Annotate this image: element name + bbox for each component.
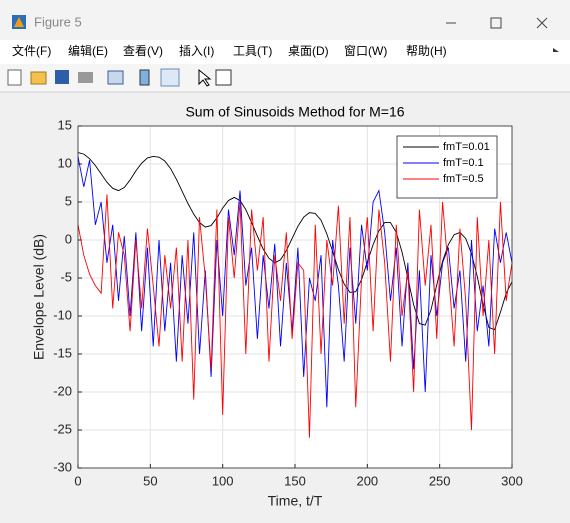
close-button[interactable] xyxy=(536,17,548,29)
tool-legend[interactable] xyxy=(160,68,180,87)
title-bar xyxy=(0,0,570,44)
menu-arrow xyxy=(553,48,559,52)
maximize-button[interactable] xyxy=(490,17,502,29)
y-tick-label: 10 xyxy=(58,155,72,170)
x-tick-label: 100 xyxy=(212,473,234,488)
y-tick-label: -15 xyxy=(53,345,72,360)
chart-title: Sum of Sinusoids Method for M=16 xyxy=(185,104,404,120)
legend-label: fmT=0.1 xyxy=(443,157,484,169)
y-tick-label: 0 xyxy=(65,231,72,246)
legend-box xyxy=(396,135,498,199)
y-axis-label: Envelope Level (dB) xyxy=(31,234,47,360)
y-tick-label: -10 xyxy=(53,307,72,322)
x-tick-label: 50 xyxy=(143,473,157,488)
app-icon-shape xyxy=(14,17,24,27)
menu-item[interactable]: 编辑(E) xyxy=(68,43,108,58)
axes-box xyxy=(77,125,513,469)
menu-item[interactable]: 窗口(W) xyxy=(344,44,387,58)
y-tick-label: -5 xyxy=(60,269,72,284)
tool-colorbar[interactable] xyxy=(139,69,150,86)
tool-new[interactable] xyxy=(7,69,22,86)
tool-print[interactable] xyxy=(78,72,93,83)
tool-pointer[interactable] xyxy=(198,68,212,87)
x-tick-label: 0 xyxy=(74,473,81,488)
y-tick-label: -25 xyxy=(53,421,72,436)
series-line xyxy=(77,156,513,408)
window-title: Figure 5 xyxy=(34,14,82,29)
tool-save[interactable] xyxy=(55,70,69,84)
y-tick-label: 5 xyxy=(65,193,72,208)
menu-item[interactable]: 帮助(H) xyxy=(406,44,447,58)
x-axis-label: Time, t/T xyxy=(268,493,323,509)
tool-open[interactable] xyxy=(30,71,47,85)
series-line xyxy=(77,194,513,438)
toolbar xyxy=(0,64,570,92)
menu-item[interactable]: 文件(F) xyxy=(12,43,51,58)
x-tick-label: 150 xyxy=(284,473,306,488)
y-tick-label: 15 xyxy=(58,117,72,132)
menu-item[interactable]: 工具(T) xyxy=(233,44,272,58)
menu-item[interactable]: 查看(V) xyxy=(123,44,163,58)
menu-item[interactable]: 插入(I) xyxy=(179,44,214,58)
y-tick-label: -30 xyxy=(53,459,72,474)
x-tick-label: 200 xyxy=(356,473,378,488)
legend-label: fmT=0.5 xyxy=(443,173,484,185)
tool-property[interactable] xyxy=(215,69,232,86)
menu-bar xyxy=(0,40,570,64)
y-tick-label: -20 xyxy=(53,383,72,398)
tool-link[interactable] xyxy=(107,70,124,85)
x-tick-label: 250 xyxy=(429,473,451,488)
x-tick-label: 300 xyxy=(501,473,523,488)
legend-label: fmT=0.01 xyxy=(443,141,490,153)
menu-item[interactable]: 桌面(D) xyxy=(288,44,329,58)
